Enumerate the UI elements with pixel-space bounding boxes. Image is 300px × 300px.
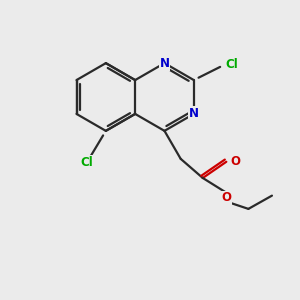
Text: O: O bbox=[231, 155, 241, 168]
Text: N: N bbox=[160, 57, 170, 70]
Text: N: N bbox=[189, 107, 199, 120]
Text: Cl: Cl bbox=[80, 156, 93, 169]
Text: O: O bbox=[221, 191, 231, 205]
Text: Cl: Cl bbox=[225, 58, 238, 71]
